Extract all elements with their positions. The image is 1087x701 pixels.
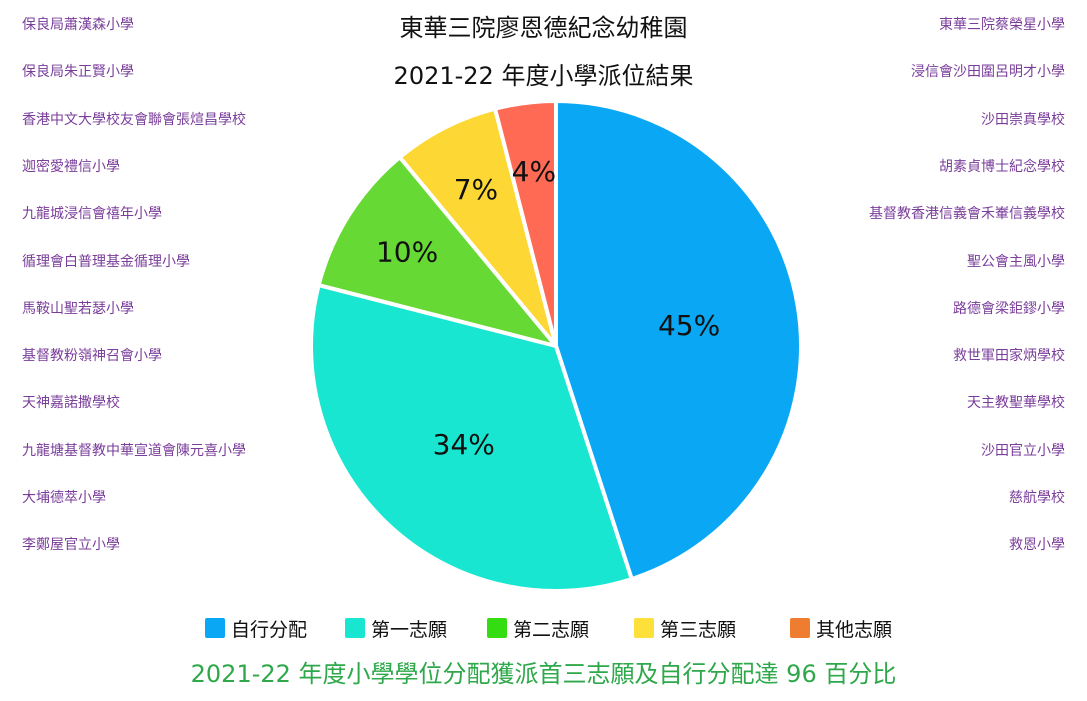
school-left-12: 李鄭屋官立小學 (22, 537, 120, 554)
pie-slice-5 (493, 99, 558, 348)
slice-label-5: 4% (512, 155, 556, 188)
school-left-4: 迦密愛禮信小學 (22, 158, 120, 175)
legend-swatch (790, 618, 810, 638)
school-left-11: 大埔德萃小學 (22, 490, 106, 506)
legend-swatch (487, 618, 507, 638)
school-right-10: 沙田官立小學 (981, 442, 1065, 459)
school-left-2: 保良局朱正賢小學 (22, 64, 134, 81)
legend-label: 第三志願 (660, 618, 737, 641)
legend-swatch (634, 618, 654, 638)
legend-label: 其他志願 (816, 618, 893, 641)
school-right-9: 天主教聖華學校 (967, 395, 1065, 412)
school-left-9: 天神嘉諾撒學校 (22, 395, 120, 412)
school-right-7: 路德會梁鉅鏐小學 (953, 300, 1065, 317)
pie-slice-2 (309, 283, 634, 593)
school-right-8: 救世軍田家炳學校 (953, 348, 1065, 365)
school-right-6: 聖公會主風小學 (967, 253, 1065, 270)
legend-item-5: 其他志願 (790, 614, 892, 642)
school-right-12: 救恩小學 (1009, 537, 1065, 554)
school-left-3: 香港中文大學校友會聯會張煊昌學校 (22, 111, 246, 128)
pie-slice-3 (316, 155, 558, 348)
chart-title-line1: 東華三院廖恩德紀念幼稚園 (399, 14, 688, 42)
school-right-11: 慈航學校 (1009, 490, 1065, 506)
footer-note: 2021-22 年度小學學位分配獲派首三志願及自行分配達 96 百分比 (190, 660, 897, 688)
legend-swatch (205, 618, 225, 638)
school-right-4: 胡素貞博士紀念學校 (939, 158, 1065, 175)
school-right-5: 基督教香港信義會禾輋信義學校 (869, 206, 1065, 223)
legend-item-4: 第三志願 (634, 614, 736, 642)
school-right-2: 浸信會沙田圍呂明才小學 (911, 64, 1065, 81)
school-left-8: 基督教粉嶺神召會小學 (22, 348, 162, 365)
legend-item-3: 第二志願 (487, 614, 589, 642)
pie-slice-1 (554, 99, 803, 582)
legend-swatch (345, 618, 365, 638)
legend-label: 第一志願 (371, 618, 448, 641)
school-right-3: 沙田崇真學校 (981, 111, 1065, 128)
school-left-10: 九龍塘基督教中華宣道會陳元喜小學 (22, 442, 246, 459)
slice-label-4: 7% (454, 173, 498, 206)
slice-label-2: 34% (433, 428, 495, 461)
legend-item-1: 自行分配 (205, 614, 307, 642)
school-left-5: 九龍城浸信會禧年小學 (22, 206, 162, 223)
school-left-7: 馬鞍山聖若瑟小學 (22, 300, 134, 317)
pie-slice-4 (397, 106, 558, 348)
legend: 自行分配 第一志願 第二志願 第三志願 其他志願 (0, 614, 1087, 642)
school-left-1: 保良局蕭漢森小學 (22, 17, 134, 33)
school-left-6: 循理會白普理基金循理小學 (22, 253, 190, 270)
slice-label-1: 45% (658, 309, 720, 342)
legend-item-2: 第一志願 (345, 614, 447, 642)
chart-title-line2: 2021-22 年度小學派位結果 (393, 62, 694, 90)
legend-label: 自行分配 (231, 618, 308, 641)
school-right-1: 東華三院蔡榮星小學 (939, 17, 1065, 33)
legend-label: 第二志願 (513, 618, 590, 641)
slice-label-3: 10% (376, 235, 438, 268)
